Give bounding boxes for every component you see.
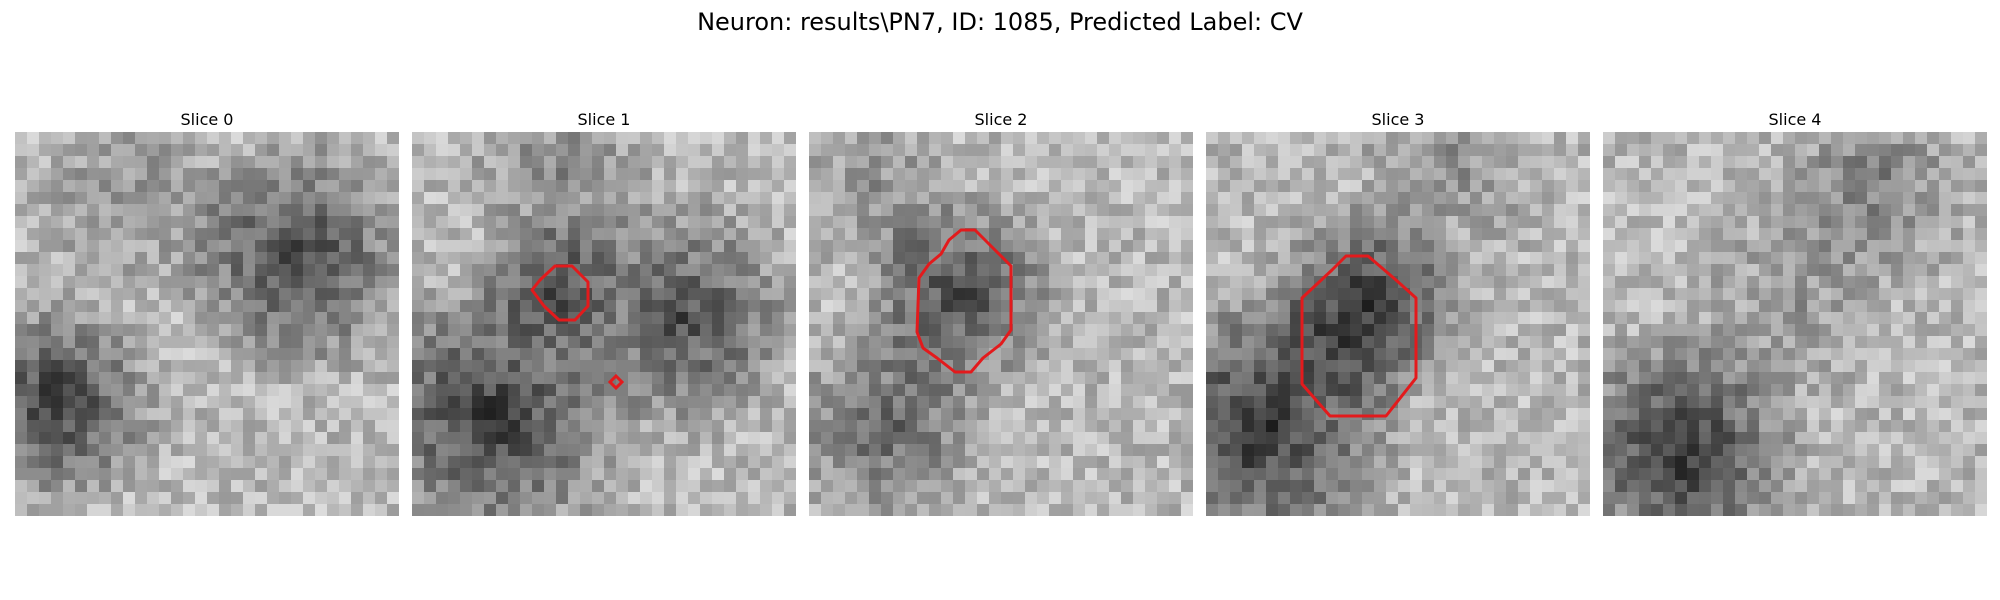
slice-title: Slice 1	[577, 110, 631, 129]
slice-title: Slice 3	[1371, 110, 1425, 129]
figure-title: Neuron: results\PN7, ID: 1085, Predicted…	[697, 8, 1303, 36]
slice-title: Slice 0	[180, 110, 234, 129]
slice-image-1	[412, 132, 796, 516]
slice-image-4	[1603, 132, 1987, 516]
slice-title: Slice 2	[974, 110, 1028, 129]
image-texture	[15, 132, 399, 516]
slice-panel-4: Slice 4	[1603, 108, 1987, 516]
slice-panel-1: Slice 1	[412, 108, 796, 516]
slice-panel-0: Slice 0	[15, 108, 399, 516]
image-texture	[1603, 132, 1987, 516]
slice-title: Slice 4	[1768, 110, 1822, 129]
slice-image-3	[1206, 132, 1590, 516]
segmentation-contour	[915, 228, 1013, 374]
segmentation-contour	[530, 264, 590, 322]
segmentation-contour	[1300, 254, 1418, 418]
slice-panel-2: Slice 2	[809, 108, 1193, 516]
image-texture	[412, 132, 796, 516]
image-texture	[809, 132, 1193, 516]
slice-image-0	[15, 132, 399, 516]
segmentation-contour-small	[607, 373, 625, 391]
slice-image-2	[809, 132, 1193, 516]
slice-panel-3: Slice 3	[1206, 108, 1590, 516]
image-texture	[1206, 132, 1590, 516]
